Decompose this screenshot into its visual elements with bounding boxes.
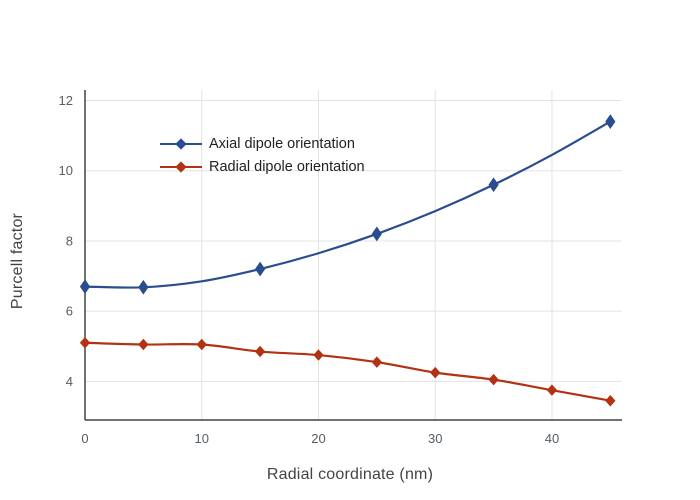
- legend-label-axial: Axial dipole orientation: [209, 136, 355, 152]
- series-marker-radial: [196, 338, 207, 351]
- series-marker-axial: [79, 279, 91, 294]
- x-tick-label: 0: [81, 431, 88, 446]
- y-tick-label: 8: [66, 233, 73, 248]
- x-tick-label: 20: [311, 431, 325, 446]
- y-tick-label: 10: [59, 163, 73, 178]
- series-marker-axial: [605, 114, 616, 129]
- legend-label-radial: Radial dipole orientation: [209, 159, 365, 175]
- x-tick-label: 30: [428, 431, 442, 446]
- x-axis-title: Radial coordinate (nm): [266, 466, 434, 483]
- series-marker-radial: [605, 394, 616, 407]
- series-marker-axial: [371, 226, 382, 242]
- series-marker-axial: [255, 261, 266, 277]
- series-marker-radial: [371, 356, 383, 368]
- y-axis-title: Purcell factor: [9, 212, 26, 310]
- series-marker-radial: [313, 349, 324, 361]
- y-tick-label: 6: [66, 304, 73, 319]
- y-tick-label: 12: [59, 93, 73, 108]
- series-marker-radial: [79, 337, 91, 349]
- chart-legend: Axial dipole orientation Radial dipole o…: [160, 136, 365, 175]
- legend-item-axial[interactable]: Axial dipole orientation: [160, 136, 365, 152]
- series-marker-radial: [546, 384, 558, 396]
- x-tick-label: 40: [545, 431, 559, 446]
- series-line-axial: [84, 120, 611, 289]
- series-marker-radial: [138, 338, 149, 351]
- series-marker-axial: [138, 279, 149, 295]
- series-marker-radial: [254, 345, 266, 358]
- x-tick-label: 10: [195, 431, 209, 446]
- legend-marker-radial-icon: [160, 159, 202, 175]
- y-tick-label: 4: [66, 374, 73, 389]
- series-marker-radial: [488, 373, 499, 386]
- series-marker-radial: [430, 366, 441, 379]
- series-marker-axial: [488, 177, 499, 193]
- legend-item-radial[interactable]: Radial dipole orientation: [160, 159, 365, 175]
- series-line-radial: [84, 341, 611, 402]
- legend-marker-axial-icon: [160, 136, 202, 152]
